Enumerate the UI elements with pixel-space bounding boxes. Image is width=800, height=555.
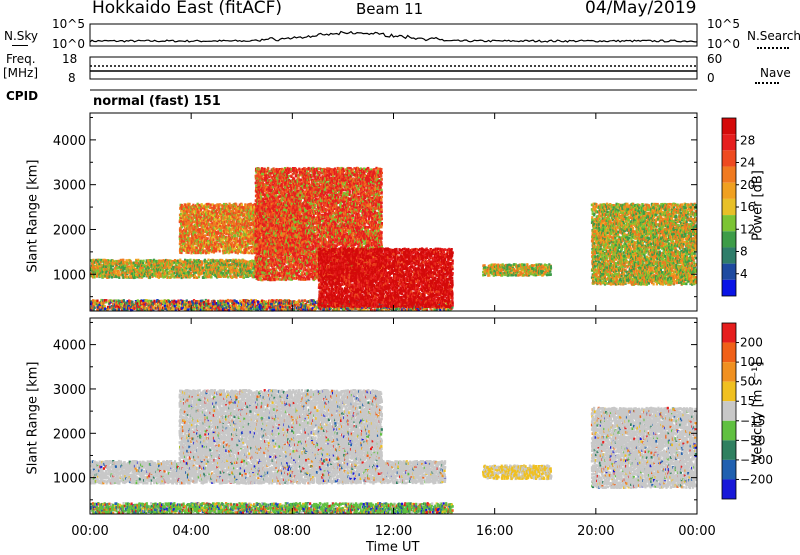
heatmap-cell: [243, 276, 245, 279]
heatmap-cell: [223, 203, 225, 206]
heatmap-cell: [320, 308, 322, 311]
heatmap-cell: [219, 250, 221, 253]
heatmap-cell: [104, 308, 106, 311]
heatmap-cell: [188, 203, 190, 206]
heatmap-cell: [111, 300, 113, 303]
heatmap-cell: [174, 305, 176, 308]
heatmap-cell: [228, 235, 230, 238]
heatmap-cell: [236, 237, 238, 240]
heatmap-cell: [207, 299, 209, 302]
heatmap-cell: [118, 276, 120, 279]
heatmap-cell: [155, 303, 157, 306]
freq-strip-frame: [90, 57, 697, 79]
heatmap-cell: [208, 252, 210, 255]
heatmap-cell: [115, 270, 117, 273]
heatmap-cell: [179, 259, 181, 262]
heatmap-cell: [196, 305, 198, 308]
heatmap-cell: [202, 232, 204, 235]
heatmap-cell: [298, 304, 300, 307]
heatmap-cell: [307, 304, 309, 307]
heatmap-cell: [219, 300, 221, 303]
heatmap-cell: [201, 272, 203, 275]
heatmap-cell: [143, 260, 145, 263]
heatmap-cell: [188, 233, 190, 236]
heatmap-cell: [228, 227, 230, 230]
heatmap-cell: [210, 276, 212, 279]
heatmap-cell: [239, 230, 241, 233]
heatmap-cell: [104, 305, 106, 308]
heatmap-cell: [265, 300, 267, 303]
heatmap-cell: [149, 276, 151, 279]
heatmap-cell: [94, 306, 96, 309]
heatmap-cell: [214, 300, 216, 303]
heatmap-cell: [282, 308, 284, 311]
heatmap-cell: [227, 276, 229, 279]
heatmap-cell: [207, 237, 209, 240]
power-heatmap-cells: [90, 167, 697, 312]
heatmap-cell: [118, 271, 120, 274]
heatmap-cell: [196, 239, 198, 242]
heatmap-cell: [238, 305, 240, 308]
heatmap-cell: [216, 259, 218, 262]
heatmap-cell: [201, 260, 203, 263]
heatmap-cell: [153, 300, 155, 303]
heatmap-cell: [236, 300, 238, 303]
heatmap-cell: [204, 234, 206, 237]
heatmap-cell: [304, 299, 306, 302]
heatmap-cell: [234, 235, 236, 238]
heatmap-cell: [257, 301, 259, 304]
heatmap-cell: [234, 299, 236, 302]
heatmap-cell: [191, 230, 193, 233]
heatmap-cell: [241, 204, 243, 207]
heatmap-cell: [98, 259, 100, 262]
heatmap-cell: [222, 239, 224, 242]
heatmap-cell: [131, 301, 133, 304]
heatmap-cell: [213, 238, 215, 241]
heatmap-cell: [125, 259, 127, 262]
nsky-strip-frame: [90, 24, 697, 46]
heatmap-cell: [207, 259, 209, 262]
heatmap-cell: [181, 206, 183, 209]
heatmap-cell: [234, 247, 236, 250]
nsky-trace: [90, 32, 697, 43]
heatmap-cell: [96, 300, 98, 303]
heatmap-cell: [94, 276, 96, 279]
heatmap-cell: [210, 204, 212, 207]
heatmap-cell: [240, 248, 242, 251]
heatmap-cell: [105, 299, 107, 302]
heatmap-cell: [111, 276, 113, 279]
heatmap-cell: [276, 299, 278, 302]
heatmap-cell: [158, 271, 160, 274]
